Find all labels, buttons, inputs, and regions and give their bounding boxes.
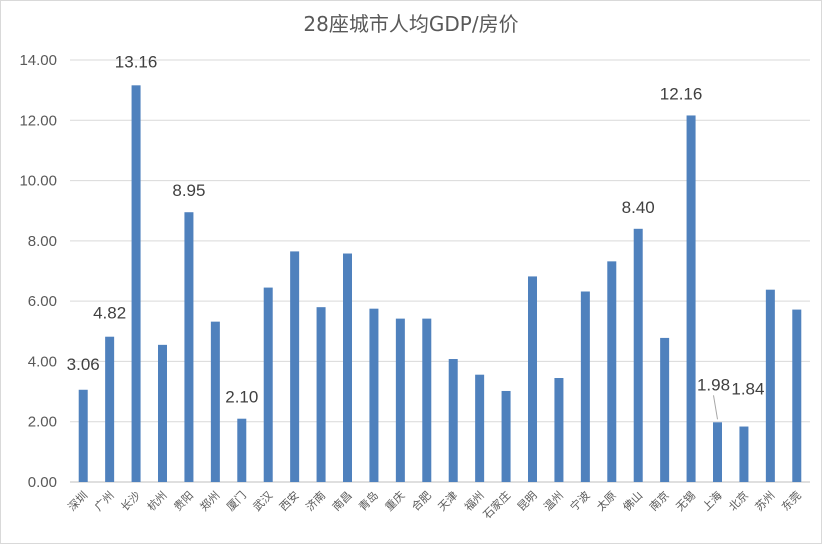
bar xyxy=(343,253,352,482)
x-tick-label: 郑州 xyxy=(197,488,222,513)
x-tick-label: 昆明 xyxy=(515,489,540,514)
data-label: 4.82 xyxy=(93,304,126,323)
x-tick-label: 长沙 xyxy=(118,489,143,514)
x-tick-label: 石家庄 xyxy=(480,488,513,521)
data-label: 8.95 xyxy=(172,181,205,200)
bar xyxy=(792,309,802,482)
bar xyxy=(237,418,247,482)
bar xyxy=(210,321,220,482)
y-tick-label: 10.00 xyxy=(19,173,57,190)
x-tick-label: 杭州 xyxy=(144,488,169,513)
bar xyxy=(686,115,696,482)
y-tick-label: 14.00 xyxy=(19,52,57,69)
data-label: 8.40 xyxy=(622,198,655,217)
data-label: 2.10 xyxy=(225,388,258,407)
x-tick-label: 佛山 xyxy=(621,489,646,514)
x-tick-label: 贵阳 xyxy=(171,489,196,514)
x-tick-label: 上海 xyxy=(699,488,724,513)
bar xyxy=(554,378,564,482)
bar xyxy=(395,318,405,482)
bar xyxy=(369,308,379,482)
bar xyxy=(158,344,167,482)
y-tick-label: 4.00 xyxy=(28,353,57,370)
x-tick-label: 南京 xyxy=(646,488,671,513)
x-tick-label: 厦门 xyxy=(223,488,248,513)
data-label: 1.84 xyxy=(731,380,764,399)
bar xyxy=(607,261,617,482)
y-tick-label: 8.00 xyxy=(28,233,57,250)
bar xyxy=(263,287,273,482)
chart-title: 28座城市人均GDP/房价 xyxy=(303,12,519,36)
bar xyxy=(316,307,326,482)
x-tick-label: 东莞 xyxy=(779,489,804,514)
x-tick-label: 北京 xyxy=(726,488,751,513)
bar xyxy=(131,85,141,482)
x-tick-label: 太原 xyxy=(594,489,619,514)
bar xyxy=(290,251,300,482)
data-label: 3.06 xyxy=(67,355,100,374)
y-tick-label: 6.00 xyxy=(28,293,57,310)
x-tick-label: 深圳 xyxy=(66,489,91,514)
data-label: 13.16 xyxy=(115,52,158,71)
x-tick-label: 武汉 xyxy=(251,489,276,514)
bar xyxy=(78,389,88,482)
x-tick-label: 温州 xyxy=(541,489,566,514)
bar xyxy=(422,318,432,482)
x-tick-label: 西安 xyxy=(276,488,301,513)
bar xyxy=(501,390,511,482)
bar xyxy=(105,336,115,482)
data-label: 12.16 xyxy=(660,84,703,103)
x-tick-label: 青岛 xyxy=(356,488,381,513)
bar xyxy=(580,291,590,482)
bar xyxy=(184,212,194,482)
bar xyxy=(475,374,485,482)
bar xyxy=(765,289,775,482)
bar xyxy=(633,228,643,482)
y-tick-label: 12.00 xyxy=(19,112,57,129)
bar xyxy=(660,337,670,482)
bar xyxy=(713,422,722,482)
data-label: 1.98 xyxy=(697,375,730,394)
bar xyxy=(739,426,749,482)
leader-line xyxy=(713,395,718,420)
y-tick-label: 0.00 xyxy=(28,474,57,491)
x-tick-label: 无锡 xyxy=(673,488,698,513)
x-tick-label: 重庆 xyxy=(382,488,407,513)
x-tick-label: 南昌 xyxy=(330,489,355,514)
bar xyxy=(448,359,458,482)
x-tick-label: 天津 xyxy=(436,489,461,514)
y-tick-label: 2.00 xyxy=(28,414,57,431)
x-tick-label: 广州 xyxy=(92,489,117,514)
x-tick-label: 苏州 xyxy=(753,489,778,514)
bar xyxy=(528,276,537,482)
x-tick-label: 宁波 xyxy=(567,488,592,513)
x-tick-label: 济南 xyxy=(303,488,328,513)
x-tick-label: 合肥 xyxy=(408,488,433,513)
